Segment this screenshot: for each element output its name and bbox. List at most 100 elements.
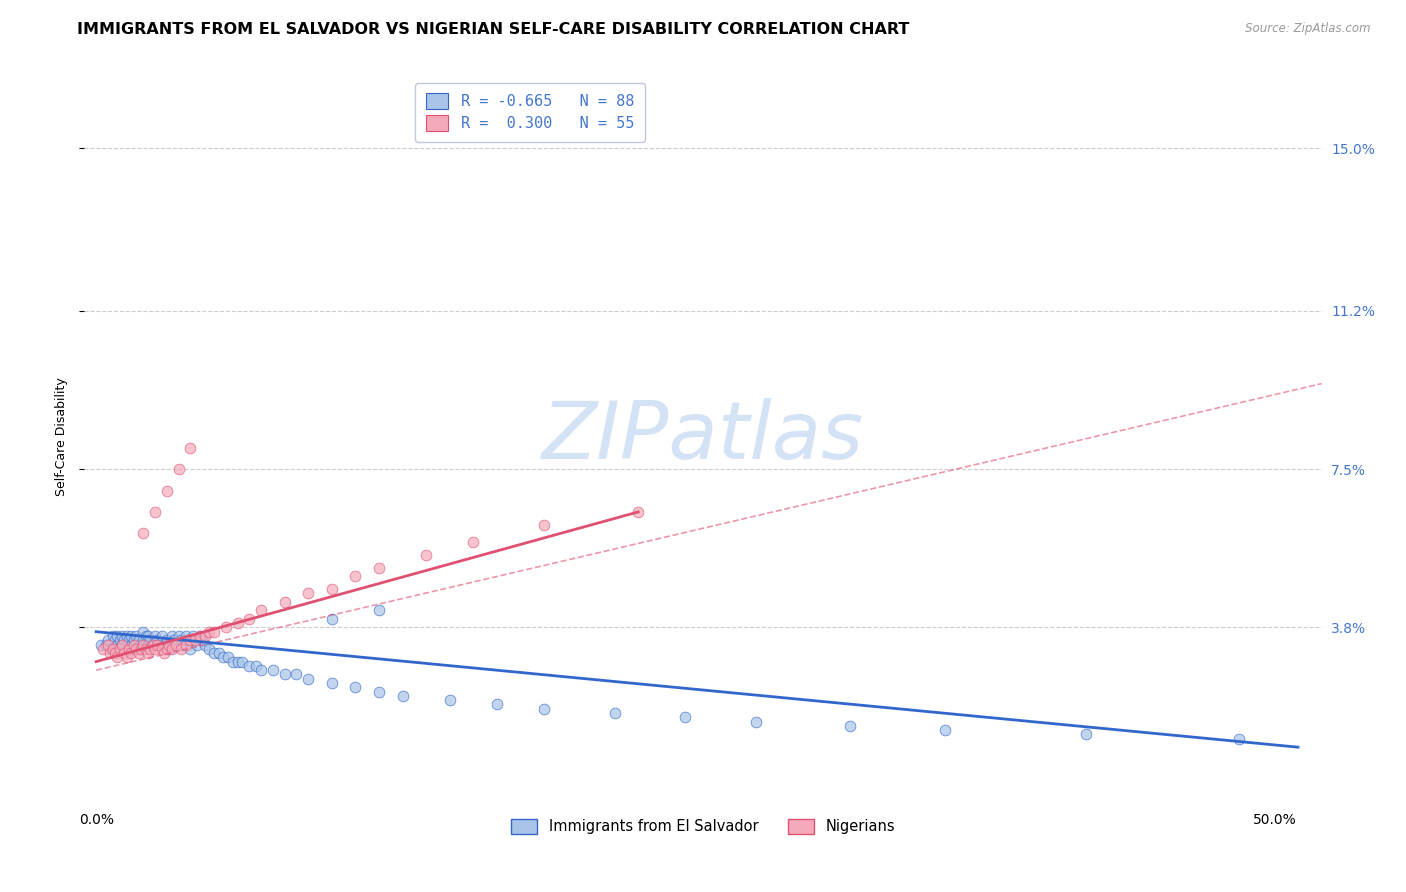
Point [111,629,134,643]
Point [139,641,162,656]
Text: ZIPatlas: ZIPatlas [541,398,865,476]
Point [533,517,555,532]
Point [167,629,190,643]
Point [188,629,211,643]
Point [143,505,166,519]
Point [101,641,124,656]
Point [136,629,159,643]
Point [193,638,215,652]
Point [160,641,183,656]
Point [321,676,343,690]
Point [121,629,143,643]
Text: IMMIGRANTS FROM EL SALVADOR VS NIGERIAN SELF-CARE DISABILITY CORRELATION CHART: IMMIGRANTS FROM EL SALVADOR VS NIGERIAN … [77,22,910,37]
Point [439,693,461,707]
Point [118,641,141,656]
Y-axis label: Self-Care Disability: Self-Care Disability [55,377,67,497]
Point [157,641,180,656]
Point [105,629,128,643]
Point [160,629,183,643]
Point [238,659,260,673]
Point [533,702,555,716]
Point [217,650,239,665]
Point [118,633,141,648]
Point [98,646,121,660]
Point [115,629,138,643]
Point [94,638,117,652]
Point [112,641,135,656]
Point [188,629,211,643]
Point [132,526,155,541]
Point [603,706,626,720]
Point [344,681,367,695]
Point [673,710,696,724]
Point [226,616,249,631]
Point [202,646,225,660]
Point [128,646,150,660]
Point [111,638,134,652]
Point [121,638,143,652]
Point [104,646,127,660]
Point [153,638,176,652]
Point [135,641,157,656]
Point [101,629,124,643]
Point [231,655,253,669]
Point [181,629,204,643]
Point [198,624,221,639]
Point [321,612,343,626]
Point [184,633,207,648]
Point [105,650,128,665]
Point [627,505,650,519]
Point [186,638,208,652]
Point [321,582,343,596]
Point [222,655,245,669]
Point [129,638,152,652]
Point [156,641,179,656]
Point [273,667,295,681]
Point [97,638,120,652]
Point [132,624,155,639]
Point [146,633,169,648]
Point [368,560,391,574]
Point [163,633,186,648]
Point [132,633,155,648]
Point [111,638,134,652]
Point [136,646,159,660]
Point [142,638,165,652]
Point [142,638,165,652]
Point [122,633,145,648]
Point [262,663,284,677]
Point [156,483,179,498]
Point [115,638,138,652]
Point [368,684,391,698]
Point [104,641,127,656]
Point [215,620,238,634]
Point [149,638,172,652]
Point [98,641,121,656]
Point [115,650,138,665]
Point [150,629,173,643]
Point [112,646,135,660]
Point [105,638,128,652]
Point [238,612,260,626]
Point [177,633,200,648]
Point [121,646,143,660]
Point [250,603,273,617]
Point [170,633,193,648]
Point [167,462,190,476]
Point [122,638,145,652]
Point [108,641,131,656]
Point [297,586,319,600]
Point [108,641,131,656]
Point [368,603,391,617]
Point [198,641,221,656]
Point [139,633,162,648]
Point [153,646,176,660]
Point [90,638,112,652]
Point [143,641,166,656]
Point [125,629,148,643]
Point [174,629,197,643]
Text: Source: ZipAtlas.com: Source: ZipAtlas.com [1246,22,1371,36]
Point [122,641,145,656]
Point [165,638,187,652]
Point [226,655,249,669]
